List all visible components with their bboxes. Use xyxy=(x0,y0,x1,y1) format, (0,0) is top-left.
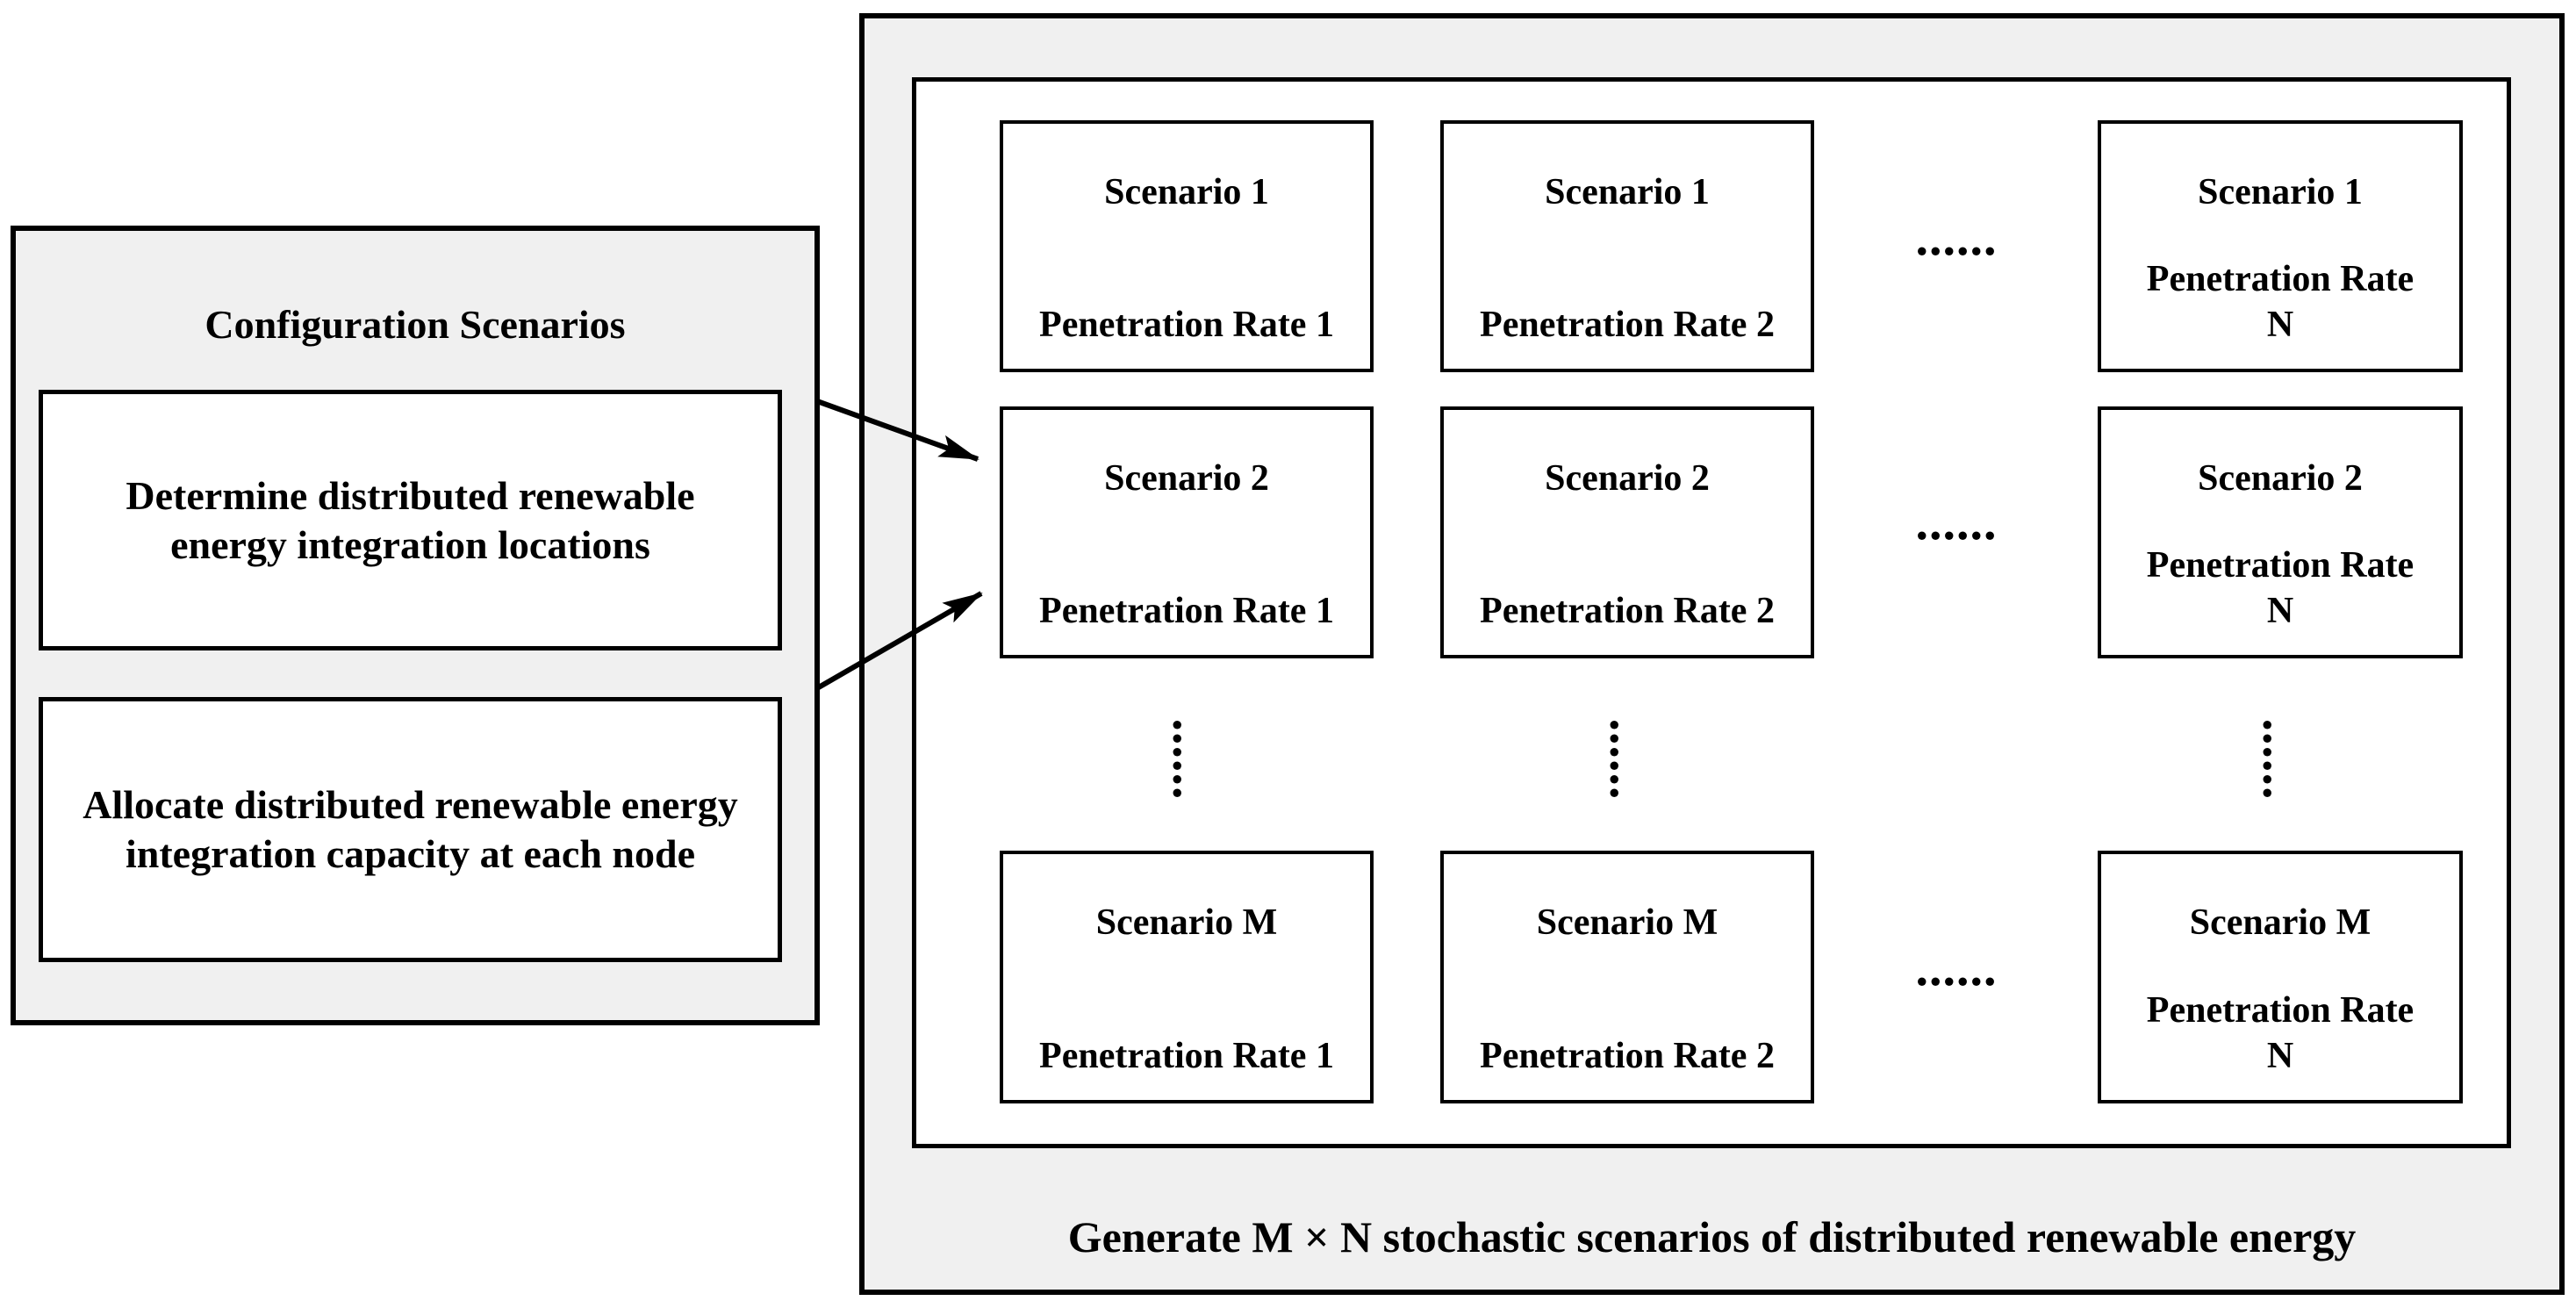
configuration-scenarios-title: Configuration Scenarios xyxy=(205,302,626,347)
scenario-cell-M-2: Scenario M Penetration Rate 2 xyxy=(1440,851,1814,1103)
scenario-cell-2-2: Scenario 2 Penetration Rate 2 xyxy=(1440,406,1814,658)
scenario-cell-M-N: Scenario M Penetration Rate N xyxy=(2098,851,2463,1103)
step-allocate-capacity-box: Allocate distributed renewable energy in… xyxy=(39,697,782,962)
step-determine-locations-label: Determine distributed renewable energy i… xyxy=(126,472,695,567)
scenario-cell-2-N: Scenario 2 Penetration Rate N xyxy=(2098,406,2463,658)
step-determine-locations-box: Determine distributed renewable energy i… xyxy=(39,390,782,650)
row-2-horizontal-ellipsis-icon: ...... xyxy=(1915,493,1998,550)
scenario-cell-1-N: Scenario 1 Penetration Rate N xyxy=(2098,120,2463,372)
column-N-vertical-ellipsis-icon: ...... xyxy=(2252,718,2309,801)
scenario-cell-2-1: Scenario 2 Penetration Rate 1 xyxy=(1000,406,1374,658)
generation-caption: Generate M × N stochastic scenarios of d… xyxy=(1067,1212,2357,1261)
scenario-cell-M-1: Scenario M Penetration Rate 1 xyxy=(1000,851,1374,1103)
scenario-cell-1-1: Scenario 1 Penetration Rate 1 xyxy=(1000,120,1374,372)
configuration-scenarios-panel: Configuration Scenarios Determine distri… xyxy=(11,226,820,1025)
scenario-cell-1-2: Scenario 1 Penetration Rate 2 xyxy=(1440,120,1814,372)
column-2-vertical-ellipsis-icon: ...... xyxy=(1599,718,1656,801)
column-1-vertical-ellipsis-icon: ...... xyxy=(1162,718,1219,801)
row-1-horizontal-ellipsis-icon: ...... xyxy=(1915,209,1998,266)
scenario-grid: Scenario 1 Penetration Rate 1 Scenario 1… xyxy=(912,77,2511,1148)
scenario-generation-panel: Scenario 1 Penetration Rate 1 Scenario 1… xyxy=(859,13,2565,1295)
row-M-horizontal-ellipsis-icon: ...... xyxy=(1915,939,1998,996)
step-allocate-capacity-label: Allocate distributed renewable energy in… xyxy=(83,782,738,876)
